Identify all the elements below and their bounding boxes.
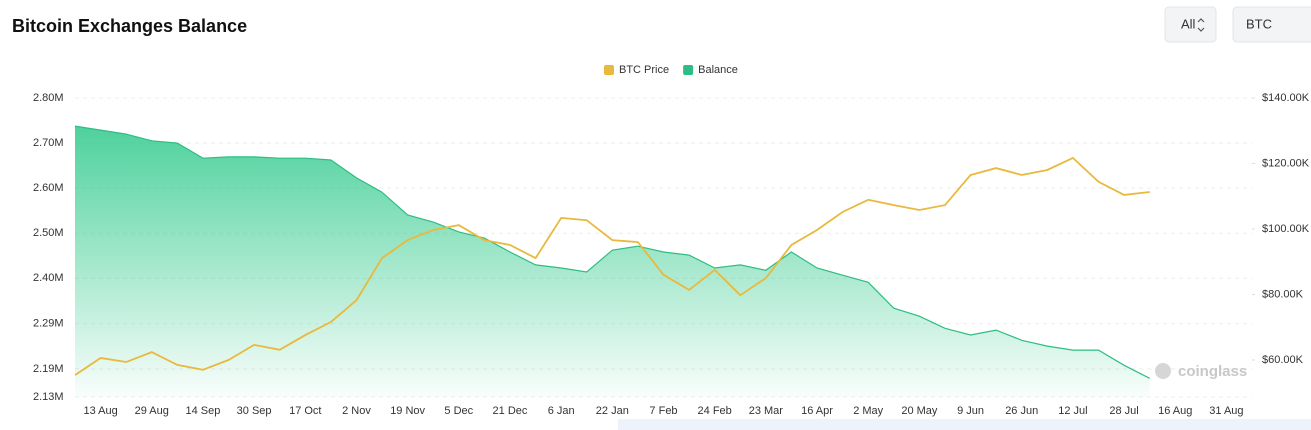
x-tick-label: 16 Apr: [801, 405, 833, 417]
range-select[interactable]: All: [1164, 6, 1217, 43]
x-tick-label: 31 Aug: [1209, 405, 1243, 417]
x-tick-label: 6 Jan: [548, 405, 575, 417]
x-tick-label: 22 Jan: [596, 405, 629, 417]
y-tick-label: 2.70M: [33, 137, 64, 149]
y-tick-label: 2.50M: [33, 227, 64, 239]
watermark-icon: [1155, 363, 1171, 379]
balance-area: [75, 126, 1150, 397]
y-tick-label: 2.19M: [33, 363, 64, 375]
y-tick-label: 2.60M: [33, 182, 64, 194]
x-tick-label: 14 Sep: [185, 405, 220, 417]
chart-title: Bitcoin Exchanges Balance: [12, 16, 247, 36]
x-tick-label: 26 Jun: [1005, 405, 1038, 417]
x-tick-label: 5 Dec: [444, 405, 473, 417]
x-tick-label: 28 Jul: [1109, 405, 1138, 417]
series-line: [74, 156, 1150, 376]
x-tick-label: 7 Feb: [649, 405, 677, 417]
y2-tick-label: $140.00K: [1262, 92, 1310, 104]
y-tick-label: 2.80M: [33, 92, 64, 104]
x-tick-label: 24 Feb: [698, 405, 732, 417]
x-tick-label: 13 Aug: [83, 405, 117, 417]
x-tick-label: 20 May: [901, 405, 938, 417]
asset-select[interactable]: BTC: [1232, 6, 1311, 43]
x-tick-label: 9 Jun: [957, 405, 984, 417]
x-tick-label: 17 Oct: [289, 405, 321, 417]
x-tick-label: 23 Mar: [749, 405, 784, 417]
asset-select-label[interactable]: BTC: [1246, 16, 1272, 31]
x-tick-label: 2 Nov: [342, 405, 371, 417]
footer-bar: [618, 419, 1311, 430]
y2-tick-label: $100.00K: [1262, 223, 1310, 235]
series-line: [74, 125, 1150, 379]
watermark: coinglass: [1178, 363, 1247, 380]
x-tick-label: 16 Aug: [1158, 405, 1192, 417]
x-tick-label: 2 May: [853, 405, 883, 417]
legend-label: BTC Price: [619, 64, 669, 76]
range-select-label[interactable]: All: [1181, 16, 1196, 31]
x-tick-label: 19 Nov: [390, 405, 425, 417]
x-tick-label: 29 Aug: [135, 405, 169, 417]
x-tick-label: 30 Sep: [237, 405, 272, 417]
y2-tick-label: $80.00K: [1262, 288, 1304, 300]
asset-select-box[interactable]: [1232, 6, 1311, 43]
chevron-icon: [1197, 18, 1205, 32]
range-select-box[interactable]: [1164, 6, 1217, 43]
y-tick-label: 2.29M: [33, 318, 64, 330]
legend-swatch: [604, 65, 614, 75]
legend-label: Balance: [698, 64, 738, 76]
legend-swatch: [683, 65, 694, 75]
x-tick-label: 21 Dec: [493, 405, 528, 417]
y2-tick-label: $120.00K: [1262, 157, 1310, 169]
y-tick-label: 2.13M: [33, 391, 64, 403]
y2-tick-label: $60.00K: [1262, 354, 1304, 366]
y-tick-label: 2.40M: [33, 272, 64, 284]
x-tick-label: 12 Jul: [1058, 405, 1087, 417]
